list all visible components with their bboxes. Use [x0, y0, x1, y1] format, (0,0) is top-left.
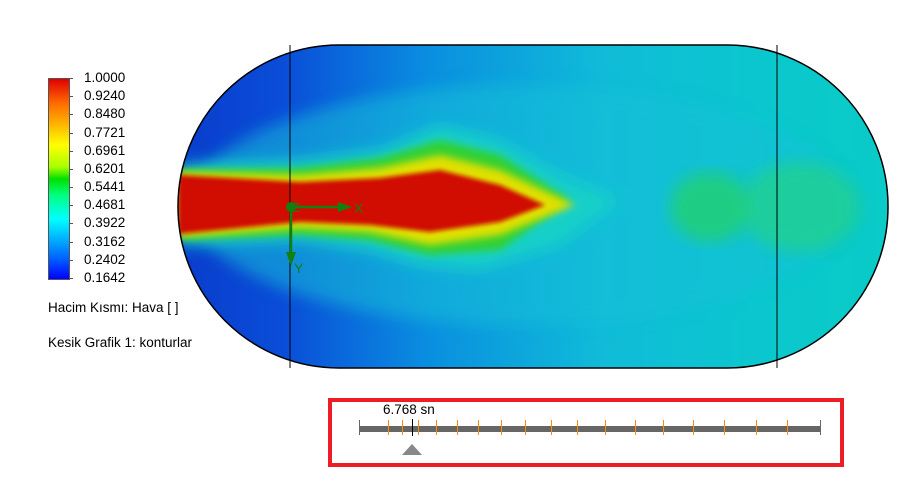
timeline-keyframe-tick[interactable] [551, 420, 552, 435]
legend-value: 0.5441 [84, 179, 126, 195]
legend-tick [69, 187, 73, 189]
color-legend-bar [48, 78, 70, 280]
timeline-keyframe-tick[interactable] [525, 420, 526, 435]
plot-label: Kesik Grafik 1: konturlar [48, 335, 193, 350]
legend-value: 0.8480 [84, 106, 126, 122]
legend-tick [69, 241, 73, 243]
timeline-keyframe-tick[interactable] [457, 420, 458, 435]
legend-value: 0.1642 [84, 270, 126, 285]
timeline-keyframe-tick[interactable] [693, 420, 694, 435]
timeline-keyframe-tick[interactable] [787, 420, 788, 435]
legend-tick [69, 259, 73, 261]
legend-value: 0.6961 [84, 142, 126, 158]
timeline-keyframe-tick[interactable] [605, 420, 606, 435]
timeline-keyframe-tick[interactable] [436, 420, 437, 435]
timeline-panel [328, 398, 844, 467]
legend-tick [69, 223, 73, 225]
legend-value: 0.2402 [84, 251, 126, 267]
timeline-track[interactable] [359, 426, 820, 432]
time-cursor [412, 419, 413, 436]
legend-value: 0.7721 [84, 124, 126, 140]
timeline-keyframe-tick[interactable] [388, 420, 389, 435]
timeline-keyframe-tick[interactable] [756, 420, 757, 435]
timeline-keyframe-tick[interactable] [418, 420, 419, 435]
timeline-keyframe-tick[interactable] [402, 420, 403, 435]
legend-value: 0.9240 [84, 88, 126, 104]
legend-tick [69, 114, 73, 116]
legend-value: 1.0000 [84, 70, 126, 85]
legend-tick [69, 205, 73, 207]
timeline-keyframe-tick[interactable] [663, 420, 664, 435]
legend-title: Hacim Kısmı: Hava [ ] [48, 300, 179, 315]
legend-tick [69, 168, 73, 170]
axis-triad: X Y Z [286, 200, 364, 276]
legend-tick [69, 278, 73, 279]
current-time: 6.768 sn [383, 402, 435, 417]
timeline-keyframe-tick[interactable] [478, 420, 479, 435]
timeline-keyframe-tick[interactable] [724, 420, 725, 435]
slider-handle-icon[interactable] [402, 444, 422, 455]
axis-z-label: Z [292, 200, 300, 215]
timeline-keyframe-tick[interactable] [635, 420, 636, 435]
axis-x-label: X [354, 200, 364, 216]
legend-tick [69, 96, 73, 98]
timeline-keyframe-tick[interactable] [577, 420, 578, 435]
legend-value: 0.6201 [84, 160, 126, 176]
legend-value: 0.3162 [84, 233, 126, 249]
legend-value: 0.3922 [84, 215, 126, 231]
legend-value: 0.4681 [84, 197, 126, 213]
legend-tick [69, 132, 73, 134]
track-start [359, 420, 360, 435]
legend-tick [69, 78, 73, 79]
axis-y-label: Y [294, 260, 304, 276]
legend-tick [69, 150, 73, 152]
timeline-keyframe-tick[interactable] [501, 420, 502, 435]
track-end [820, 420, 821, 435]
